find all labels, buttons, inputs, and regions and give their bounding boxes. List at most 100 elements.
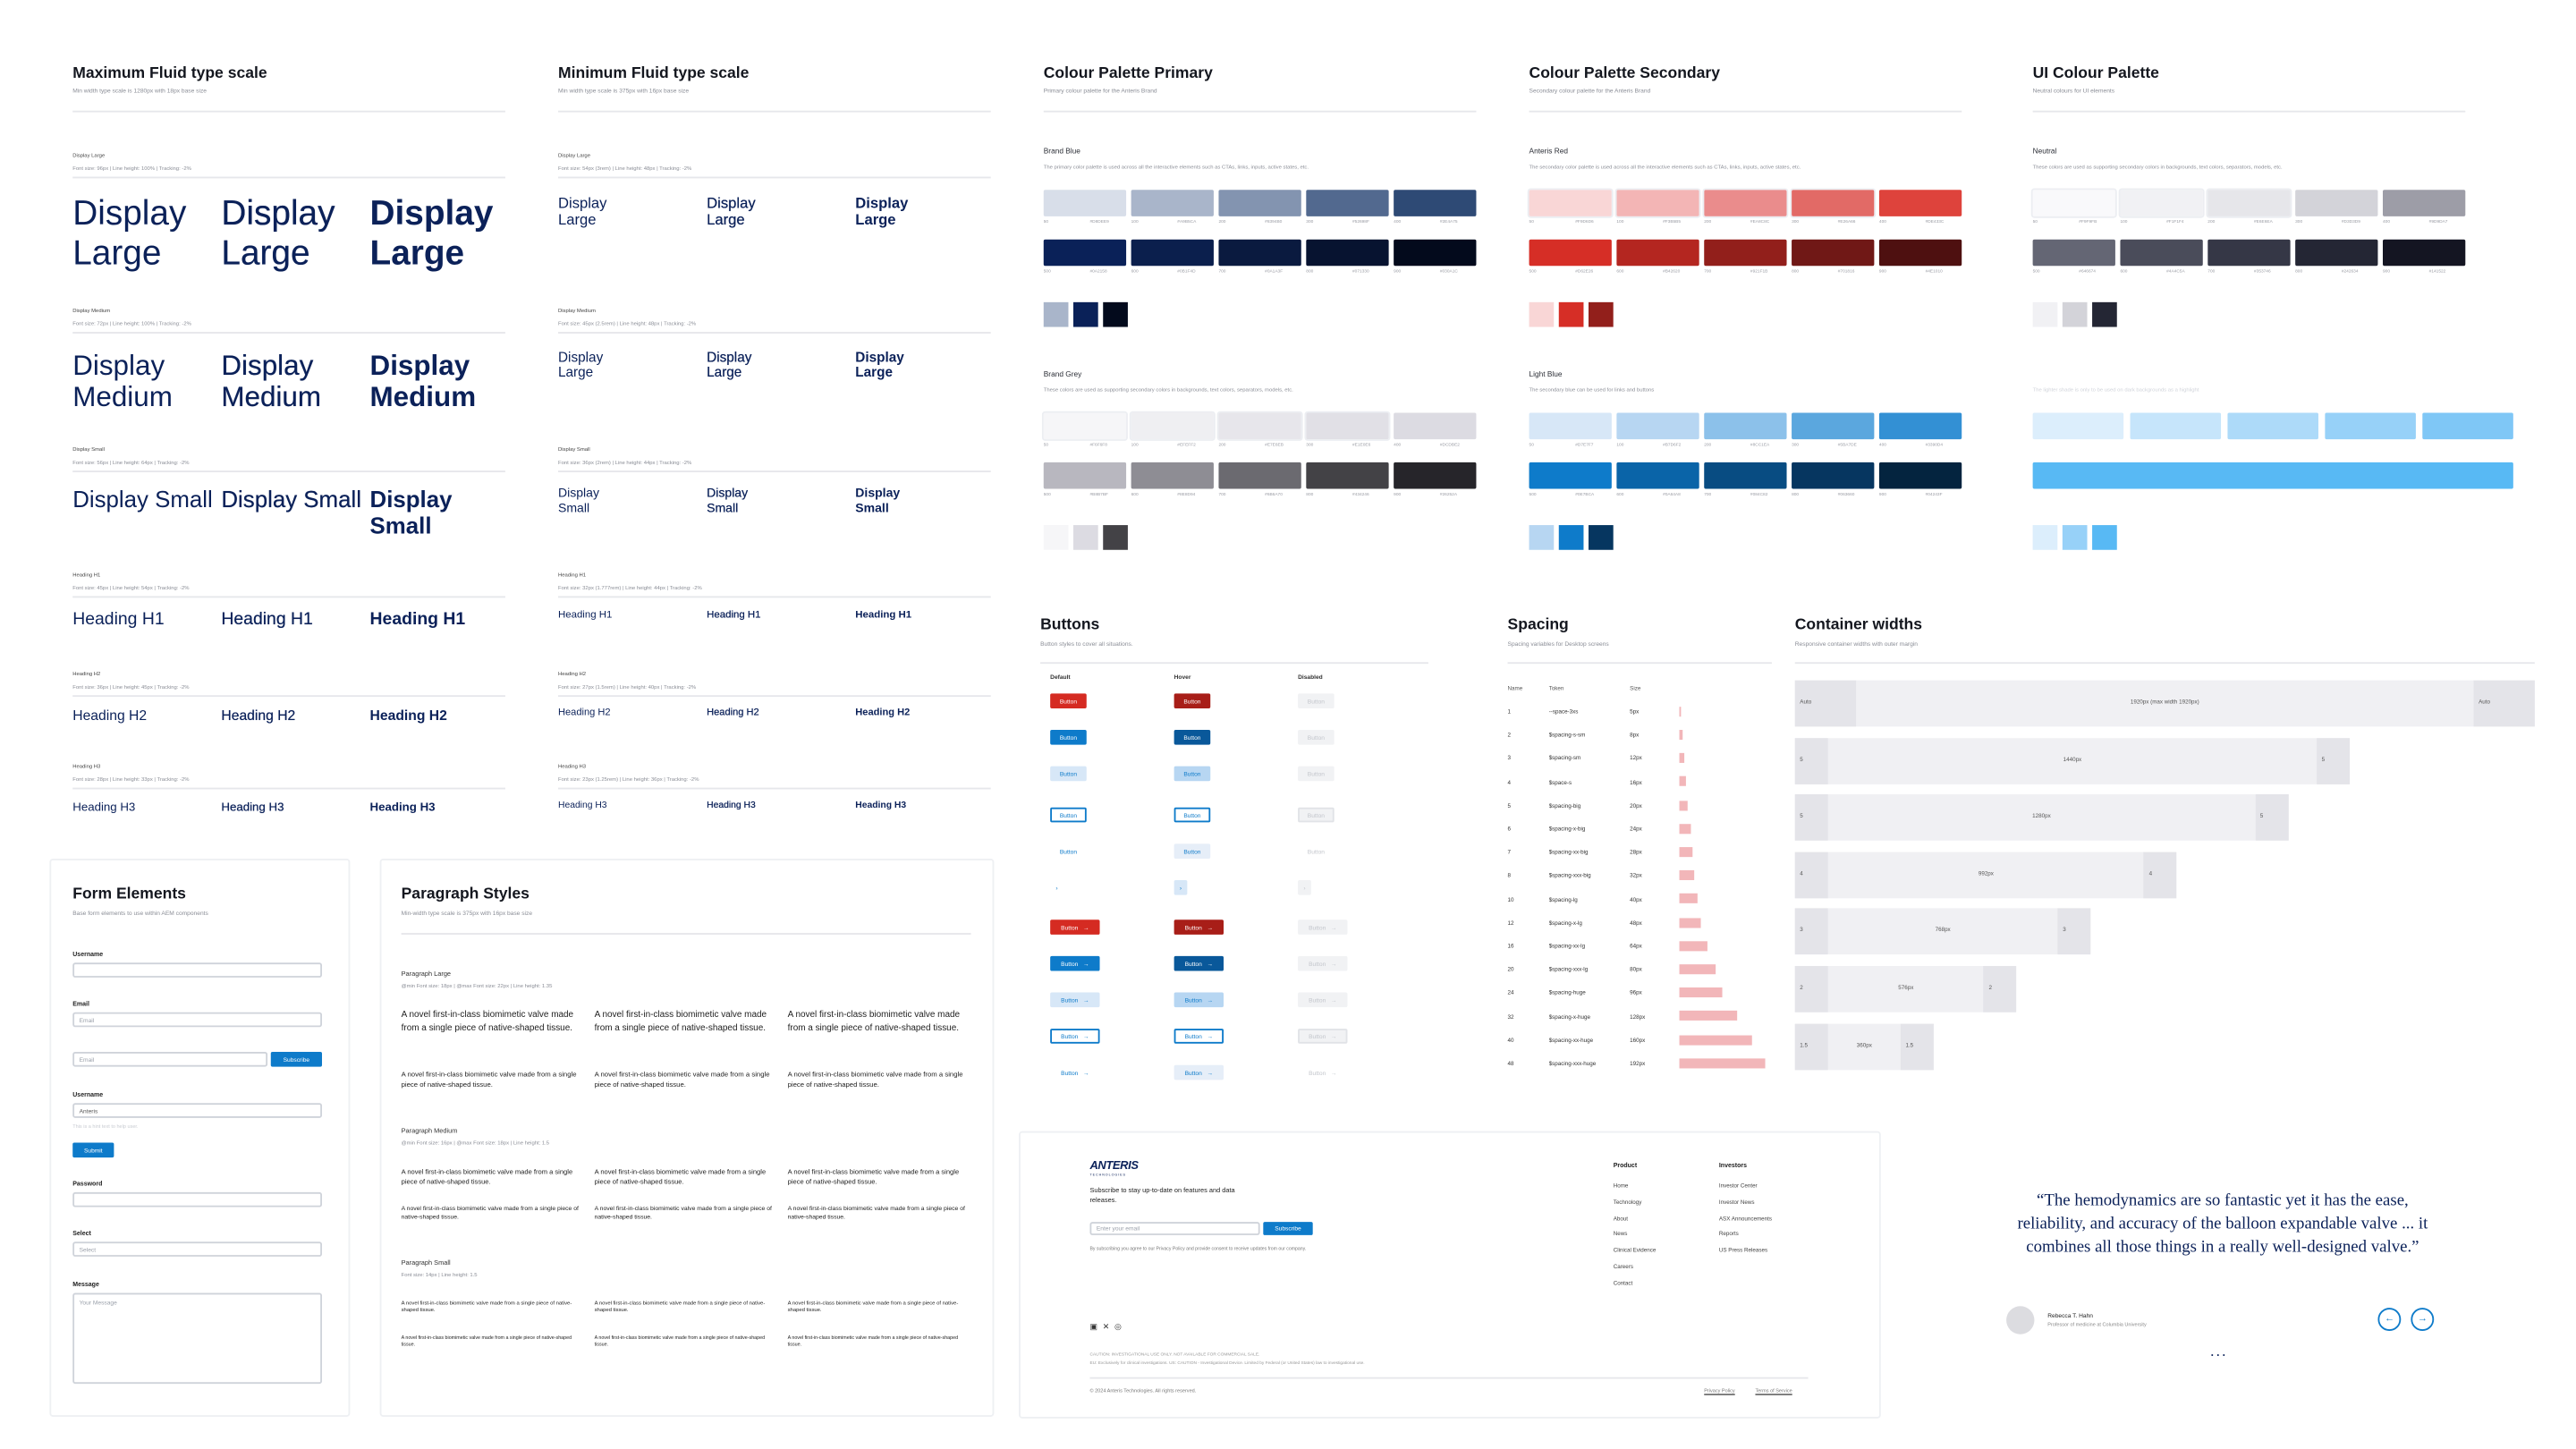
button[interactable]: Button → xyxy=(1298,955,1348,971)
button[interactable]: Button xyxy=(1050,807,1087,823)
button[interactable]: Button xyxy=(1174,807,1211,823)
group-description: The lighter shade is only to be used on … xyxy=(2032,386,2199,394)
text-input[interactable]: Email xyxy=(72,1012,322,1028)
button[interactable]: Button xyxy=(1298,766,1335,782)
button[interactable]: Button xyxy=(1050,693,1087,708)
swatch-hex: #701816 xyxy=(1837,268,1855,275)
field-label: Email xyxy=(72,1000,89,1008)
footer-link[interactable]: News xyxy=(1613,1231,1628,1238)
swatch xyxy=(1616,239,1699,267)
paragraph-sample: A novel first-in-class biomimetic valve … xyxy=(401,1334,572,1348)
swatch xyxy=(1306,239,1389,267)
button[interactable]: Button xyxy=(1298,693,1335,708)
footer-link[interactable]: Technology xyxy=(1613,1198,1642,1206)
footer-link[interactable]: US Press Releases xyxy=(1718,1247,1768,1254)
section-title: UI Colour Palette xyxy=(2032,64,2159,83)
button[interactable]: Button → xyxy=(1298,992,1348,1008)
field-label: Password xyxy=(72,1180,103,1188)
swatch-hex: #071330 xyxy=(1352,268,1369,275)
swatch-step: 200 xyxy=(1704,442,1712,448)
button[interactable]: › xyxy=(1055,884,1058,891)
avatar xyxy=(2006,1306,2035,1335)
button[interactable]: Button → xyxy=(1174,955,1224,971)
button[interactable]: Button → xyxy=(1050,919,1100,935)
swatch xyxy=(1704,412,1787,440)
terms-link[interactable]: Terms of Service xyxy=(1755,1386,1792,1394)
footer-link[interactable]: Reports xyxy=(1718,1231,1739,1238)
text-input[interactable]: Anteris xyxy=(72,1103,322,1118)
button[interactable]: Button → xyxy=(1298,1029,1348,1044)
button[interactable]: Button xyxy=(1050,766,1087,782)
section-subtitle: Secondary colour palette for the Anteris… xyxy=(1529,87,1651,95)
submit-button[interactable]: Submit xyxy=(72,1142,114,1158)
subscribe-button[interactable]: Subscribe xyxy=(270,1051,322,1067)
arrow-icon: → xyxy=(1330,996,1337,1004)
button[interactable]: Button xyxy=(1174,843,1211,859)
swatch-step: 900 xyxy=(1394,492,1402,497)
button[interactable]: Button → xyxy=(1174,1064,1224,1080)
button[interactable]: Button xyxy=(1298,729,1335,745)
footer-link[interactable]: Investor Center xyxy=(1718,1182,1758,1190)
subscribe-button[interactable]: Subscribe xyxy=(1263,1222,1313,1235)
margin-label: 2 xyxy=(1988,984,1992,991)
style-spec: @min Font size: 16px | @max Font size: 1… xyxy=(401,1139,550,1147)
footer-link[interactable]: Contact xyxy=(1613,1279,1633,1286)
spacing-size: 12px xyxy=(1630,755,1642,762)
paragraph-sample: A novel first-in-class biomimetic valve … xyxy=(401,1205,579,1221)
footer-heading: Investors xyxy=(1718,1162,1748,1170)
button[interactable]: Button xyxy=(1174,766,1211,782)
button[interactable]: Button → xyxy=(1050,955,1100,971)
footer-link[interactable]: About xyxy=(1613,1215,1629,1222)
button[interactable]: Button → xyxy=(1050,1029,1100,1044)
footer-link[interactable]: Careers xyxy=(1613,1263,1633,1270)
arrow-icon: → xyxy=(1082,1032,1089,1040)
type-sample: Heading H3 xyxy=(72,799,136,815)
divider xyxy=(557,176,991,178)
spacing-bar xyxy=(1679,1058,1766,1069)
carousel-button[interactable]: ← xyxy=(2377,1308,2402,1331)
button[interactable]: Button → xyxy=(1174,992,1224,1008)
social-icons: ▣✕◎ xyxy=(1089,1322,1127,1333)
button[interactable]: Button → xyxy=(1174,919,1224,935)
carousel-button[interactable]: → xyxy=(2411,1308,2435,1331)
button[interactable]: Button xyxy=(1307,847,1325,855)
button[interactable]: Button xyxy=(1050,729,1087,745)
swatch-step: 200 xyxy=(2207,219,2216,225)
button[interactable]: › xyxy=(1298,879,1311,895)
footer-link[interactable]: Investor News xyxy=(1718,1198,1755,1206)
button[interactable]: Button xyxy=(1059,847,1078,855)
type-sample: Heading H3 xyxy=(855,801,907,811)
password-input[interactable] xyxy=(72,1191,322,1208)
swatch xyxy=(2382,190,2466,216)
text-input[interactable]: Email xyxy=(72,1051,268,1067)
text-input[interactable] xyxy=(72,962,322,978)
privacy-link[interactable]: Privacy Policy xyxy=(1704,1386,1735,1394)
spacing-name: 48 xyxy=(1507,1060,1514,1067)
footer-link[interactable]: Clinical Evidence xyxy=(1613,1247,1657,1254)
button[interactable]: Button xyxy=(1298,807,1335,823)
swatch-hex: #8CC1EA xyxy=(1750,442,1770,448)
select-input[interactable]: Select xyxy=(72,1241,322,1257)
button[interactable]: Button → xyxy=(1309,1069,1337,1076)
swatch xyxy=(1527,188,1614,218)
footer-link[interactable]: Home xyxy=(1613,1182,1629,1190)
swatch-hex: #0A1A3F xyxy=(1265,268,1284,275)
button[interactable]: › xyxy=(1174,879,1188,895)
margin-cell: 4 xyxy=(2144,852,2178,898)
email-input[interactable]: Enter your email xyxy=(1089,1222,1260,1235)
button[interactable]: Button xyxy=(1174,729,1211,745)
button[interactable]: Button xyxy=(1174,693,1211,708)
button[interactable]: Button → xyxy=(1061,1069,1089,1076)
button[interactable]: Button → xyxy=(1298,919,1348,935)
button[interactable]: Button → xyxy=(1174,1029,1224,1044)
footer-link[interactable]: ASX Announcements xyxy=(1718,1215,1773,1222)
spacing-token: $spacing-lg xyxy=(1548,895,1578,903)
swatch-step: 800 xyxy=(1306,268,1314,275)
type-sample: Display Small xyxy=(369,485,453,538)
spacing-name: 2 xyxy=(1507,732,1512,739)
type-sample: Heading H2 xyxy=(855,708,911,719)
paragraph-sample: A novel first-in-class biomimetic valve … xyxy=(594,1010,767,1033)
textarea-input[interactable]: Your Message xyxy=(72,1292,322,1385)
swatch xyxy=(2206,188,2292,218)
button[interactable]: Button → xyxy=(1050,992,1100,1008)
